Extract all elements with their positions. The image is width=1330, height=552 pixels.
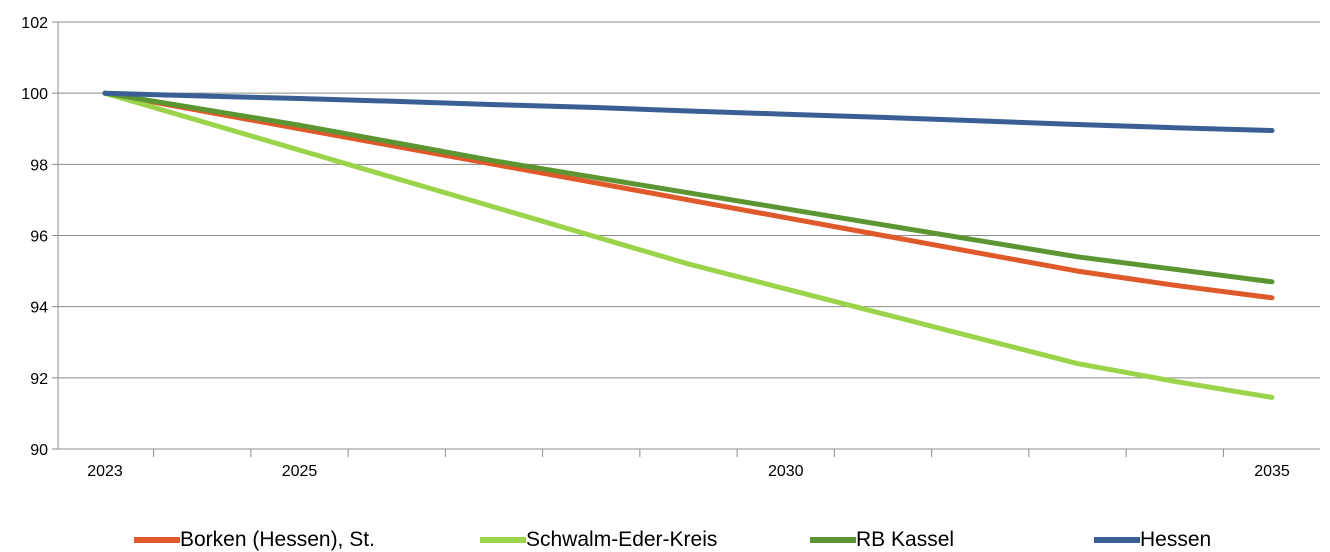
y-tick-label-100: 100 — [21, 86, 48, 103]
legend-swatch-rb-kassel — [810, 537, 856, 543]
y-tick-label-98: 98 — [30, 157, 48, 174]
legend-label-schwalm-eder-kreis: Schwalm-Eder-Kreis — [526, 528, 718, 551]
y-tick-label-102: 102 — [21, 15, 48, 32]
y-tick-label-96: 96 — [30, 229, 48, 246]
series-line-0 — [102, 90, 1275, 301]
legend: Borken (Hessen), St. Schwalm-Eder-Kreis … — [0, 528, 1330, 552]
series-line-3 — [102, 90, 1275, 133]
x-tick-label-2025: 2025 — [282, 463, 318, 480]
legend-item-hessen: Hessen — [1094, 528, 1211, 552]
x-tick-label-2030: 2030 — [768, 463, 804, 480]
series-lines — [102, 90, 1275, 400]
series-line-1 — [102, 90, 1275, 400]
y-axis-ticks: 90 92 94 96 98 100 102 — [21, 15, 58, 459]
legend-label-rb-kassel: RB Kassel — [856, 528, 955, 551]
legend-swatch-hessen — [1094, 537, 1140, 543]
series-line-2 — [102, 90, 1275, 285]
y-tick-label-90: 90 — [30, 442, 48, 459]
legend-swatch-schwalm-eder-kreis — [480, 537, 526, 543]
legend-label-hessen: Hessen — [1140, 528, 1212, 551]
y-tick-label-94: 94 — [30, 300, 48, 317]
x-tick-label-2035: 2035 — [1254, 463, 1290, 480]
legend-item-rb-kassel: RB Kassel — [810, 528, 954, 552]
legend-label-borken: Borken (Hessen), St. — [180, 528, 375, 551]
x-tick-label-2023: 2023 — [87, 463, 123, 480]
y-tick-label-92: 92 — [30, 371, 48, 388]
grid-lines — [58, 21, 1320, 379]
legend-swatch-borken — [134, 537, 180, 543]
x-axis-ticks: 2023 2025 2030 2035 — [87, 449, 1290, 480]
legend-item-schwalm-eder-kreis: Schwalm-Eder-Kreis — [480, 528, 717, 552]
legend-item-borken: Borken (Hessen), St. — [134, 528, 375, 552]
